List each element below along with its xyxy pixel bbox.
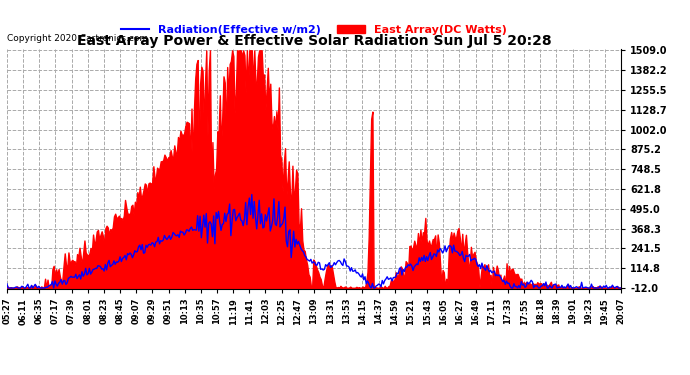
Legend: Radiation(Effective w/m2), East Array(DC Watts): Radiation(Effective w/m2), East Array(DC… xyxy=(117,21,511,40)
Text: Copyright 2020 Cartronics.com: Copyright 2020 Cartronics.com xyxy=(7,34,148,44)
Title: East Array Power & Effective Solar Radiation Sun Jul 5 20:28: East Array Power & Effective Solar Radia… xyxy=(77,34,551,48)
